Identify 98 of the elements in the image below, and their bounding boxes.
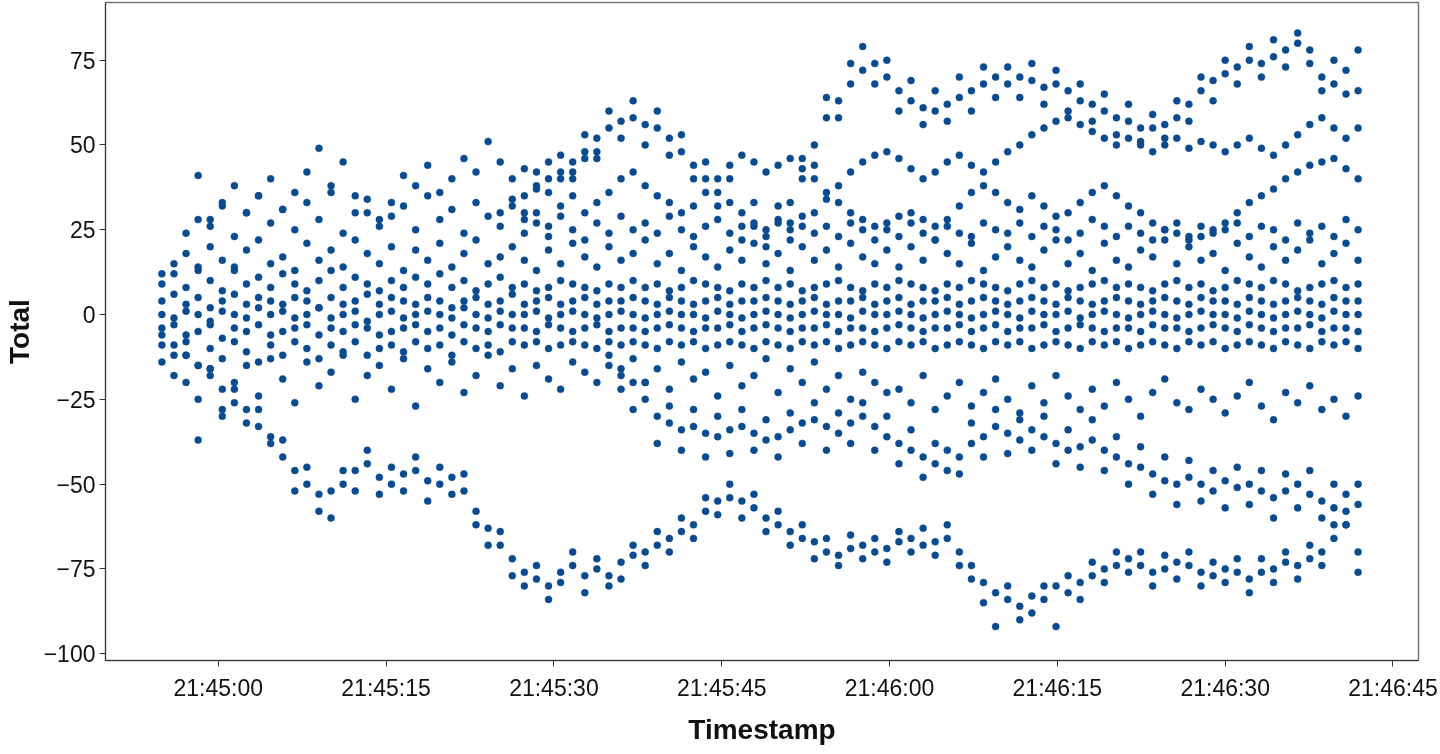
y-tick-label: 75 xyxy=(69,47,96,74)
point xyxy=(1233,141,1242,149)
point xyxy=(315,144,323,153)
point xyxy=(1124,134,1133,142)
point xyxy=(967,161,976,170)
point xyxy=(798,222,807,231)
point xyxy=(1088,127,1097,136)
point xyxy=(1342,134,1350,142)
point xyxy=(1354,124,1362,132)
point xyxy=(1197,137,1205,146)
point xyxy=(1028,131,1036,139)
x-tick-label: 21:46:15 xyxy=(1012,674,1103,701)
point xyxy=(581,154,589,163)
point xyxy=(242,209,251,217)
point xyxy=(895,154,903,163)
point xyxy=(423,161,432,170)
y-tick-label: −75 xyxy=(56,556,96,583)
point xyxy=(460,154,468,163)
point xyxy=(1257,144,1266,153)
y-tick-label: −100 xyxy=(43,641,96,668)
point xyxy=(786,236,794,244)
point xyxy=(472,168,480,176)
point xyxy=(1209,141,1217,149)
point xyxy=(544,158,553,166)
point xyxy=(1076,120,1084,129)
y-tick-label: −25 xyxy=(56,386,96,413)
point xyxy=(871,151,879,159)
point xyxy=(291,188,299,197)
point xyxy=(1064,114,1072,122)
point xyxy=(1173,134,1181,142)
point xyxy=(411,181,420,190)
point xyxy=(1148,147,1157,156)
point xyxy=(484,137,492,146)
point xyxy=(1221,147,1229,156)
point xyxy=(399,171,408,180)
x-tick-label: 21:46:45 xyxy=(1348,674,1438,701)
point xyxy=(919,175,927,183)
point xyxy=(303,168,311,176)
point xyxy=(1330,124,1338,132)
point xyxy=(387,198,396,207)
point xyxy=(1100,134,1109,142)
point xyxy=(943,158,952,166)
point xyxy=(1269,151,1278,159)
point xyxy=(278,205,287,214)
point xyxy=(1112,141,1121,149)
point xyxy=(1293,131,1302,139)
point xyxy=(1306,120,1314,129)
point xyxy=(1052,117,1060,125)
point xyxy=(1161,141,1169,149)
point xyxy=(593,147,601,156)
x-tick-label: 21:45:15 xyxy=(341,674,431,701)
point xyxy=(810,209,819,217)
point xyxy=(327,181,335,190)
point xyxy=(339,158,347,166)
point xyxy=(363,209,372,217)
point xyxy=(266,175,275,183)
point xyxy=(436,188,444,197)
point xyxy=(883,147,891,156)
y-tick-label: −50 xyxy=(56,471,96,498)
point xyxy=(907,164,915,173)
x-tick-label: 21:45:30 xyxy=(509,674,599,701)
point xyxy=(1318,114,1326,122)
x-tick-label: 21:45:45 xyxy=(676,674,767,701)
point xyxy=(931,168,939,176)
point xyxy=(1281,141,1290,149)
point xyxy=(568,168,577,176)
point xyxy=(375,215,384,224)
point xyxy=(351,192,359,200)
point xyxy=(834,181,843,190)
point xyxy=(991,158,1000,166)
x-tick-label: 21:46:00 xyxy=(844,674,935,701)
point xyxy=(1003,147,1012,156)
point xyxy=(1245,134,1254,142)
point xyxy=(194,171,202,180)
point xyxy=(846,168,855,176)
x-tick-label: 21:46:30 xyxy=(1180,674,1270,701)
point xyxy=(230,181,239,190)
point xyxy=(979,168,988,176)
point xyxy=(1185,144,1193,153)
point xyxy=(1136,141,1145,149)
point xyxy=(1040,124,1048,132)
point xyxy=(496,158,504,166)
point xyxy=(520,164,529,173)
x-axis-title: Timestamp xyxy=(688,713,836,745)
x-tick-label: 21:45:00 xyxy=(173,674,264,701)
point xyxy=(508,175,517,183)
point xyxy=(206,215,214,224)
point xyxy=(1016,141,1024,149)
y-axis-title: Total xyxy=(3,299,35,364)
point xyxy=(858,158,867,166)
point xyxy=(254,192,263,200)
point xyxy=(556,175,565,183)
y-tick-label: 0 xyxy=(82,302,96,329)
point xyxy=(822,195,831,203)
point xyxy=(448,175,456,183)
y-tick-label: 25 xyxy=(69,217,96,244)
point xyxy=(955,151,964,159)
y-tick-label: 50 xyxy=(69,132,96,159)
